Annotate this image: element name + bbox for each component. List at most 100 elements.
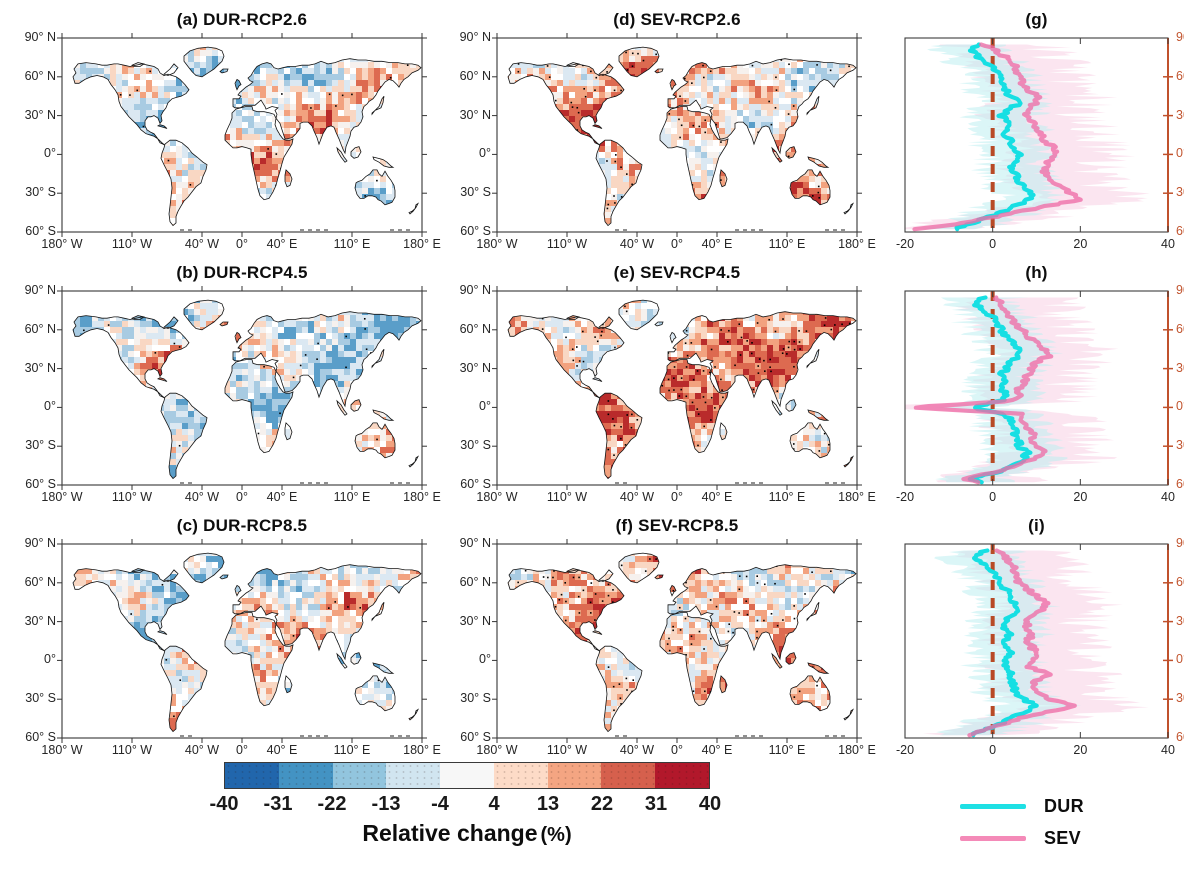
colorbar-tick-label: -40	[209, 793, 239, 815]
zonal-xtick-label: 40	[1161, 743, 1175, 757]
zonal-right-tick-label: 30° N	[1176, 107, 1184, 122]
map-xtick-label: 0°	[671, 743, 683, 757]
panel-title-text: SEV-RCP8.5	[638, 516, 739, 535]
map-ytick-label: 90° N	[459, 30, 491, 44]
colorbar-segment	[332, 763, 387, 788]
zonal-xtick-label: -20	[895, 237, 915, 251]
zonal-right-tick-label: 0°	[1176, 146, 1184, 161]
colorbar-tick-label: -22	[317, 793, 347, 815]
zonal-right-tick-label: 90° N	[1176, 536, 1184, 550]
zonal-plot-svg-g	[904, 37, 1173, 233]
map-xtick-label: 40° W	[619, 237, 655, 251]
world-map-svg-a	[57, 33, 427, 237]
map-xtick-label: 180° E	[838, 743, 876, 757]
map-ytick-label: 0°	[479, 652, 491, 667]
world-map-svg-d	[492, 33, 862, 237]
colorbar-segment	[601, 763, 656, 788]
panel-title-f: (f) SEV-RCP8.5	[497, 516, 857, 536]
map-ytick-label: 60° S	[25, 730, 56, 744]
map-xtick-label: 110° W	[111, 743, 153, 757]
colorbar-caption: Relative change (%)	[224, 820, 710, 847]
panel-tag: (b)	[176, 263, 199, 282]
map-xtick-label: 40° E	[266, 743, 298, 757]
map-ytick-label: 30° N	[24, 613, 56, 628]
panel-title-d: (d) SEV-RCP2.6	[497, 10, 857, 30]
map-xtick-label: 40° E	[701, 743, 733, 757]
map-ytick-label: 0°	[479, 399, 491, 414]
map-ytick-label: 90° N	[24, 30, 56, 44]
map-ytick-label: 30° S	[25, 185, 56, 200]
map-ytick-label: 0°	[479, 146, 491, 161]
map-xtick-label: 0°	[236, 490, 248, 504]
map-ytick-label: 60° N	[24, 321, 56, 336]
zonal-right-tick-label: 30° N	[1176, 613, 1184, 628]
map-ytick-label: 60° S	[25, 477, 56, 491]
zonal-right-tick-label: 60° N	[1176, 321, 1184, 336]
colorbar-segment	[493, 763, 548, 788]
panel-title-a: (a) DUR-RCP2.6	[62, 10, 422, 30]
map-ytick-label: 90° N	[459, 536, 491, 550]
map-xtick-label: 110° W	[546, 743, 588, 757]
panel-title-text: SEV-RCP4.5	[640, 263, 741, 282]
zonal-right-tick-label: 30° S	[1176, 438, 1184, 453]
map-ytick-label: 30° N	[24, 360, 56, 375]
zonal-xtick-label: -20	[895, 743, 915, 757]
zonal-plot-svg-h	[904, 290, 1173, 486]
map-xtick-label: 40° E	[266, 490, 298, 504]
colorbar-caption-text: Relative change	[362, 820, 538, 846]
zonal-right-tick-label: 30° N	[1176, 360, 1184, 375]
colorbar: -40 -31 -22 -13 -4 4 13 22 31 40 Relative change(…	[210, 762, 721, 846]
zonal-xtick-label: 0	[989, 490, 997, 504]
zonal-xtick-label: 20	[1073, 743, 1088, 757]
map-ytick-label: 0°	[44, 652, 56, 667]
map-xtick-label: 110° W	[546, 237, 588, 251]
zonal-plot-svg-i	[904, 543, 1173, 739]
colorbar-tick-label: -4	[431, 793, 449, 815]
colorbar-segment	[440, 763, 494, 788]
zonal-right-tick-label: 60° N	[1176, 574, 1184, 589]
map-ytick-label: 90° N	[24, 283, 56, 297]
zonal-xtick-label: -20	[895, 490, 915, 504]
map-ytick-label: 60° N	[24, 68, 56, 83]
map-xtick-label: 180° W	[41, 743, 83, 757]
legend: DUR SEV	[960, 790, 1084, 854]
map-ytick-label: 30° S	[460, 185, 491, 200]
map-ytick-label: 30° N	[459, 613, 491, 628]
map-xtick-label: 40° W	[184, 237, 220, 251]
map-ytick-label: 90° N	[459, 283, 491, 297]
map-ytick-label: 60° N	[24, 574, 56, 589]
legend-label: SEV	[1044, 827, 1081, 848]
zonal-xtick-label: 40	[1161, 237, 1175, 251]
map-xtick-label: 110° E	[333, 237, 371, 251]
colorbar-segment	[655, 763, 710, 788]
map-ytick-label: 30° S	[460, 691, 491, 706]
map-xtick-label: 0°	[236, 237, 248, 251]
map-xtick-label: 0°	[671, 490, 683, 504]
zonal-right-tick-label: 60° S	[1176, 730, 1184, 744]
map-ytick-label: 60° N	[459, 321, 491, 336]
colorbar-tick-label: -31	[263, 793, 293, 815]
map-ytick-label: 30° N	[459, 360, 491, 375]
colorbar-tick-label: 4	[488, 793, 500, 815]
map-xtick-label: 180° W	[41, 490, 83, 504]
map-xtick-label: 40° W	[184, 743, 220, 757]
panel-title-c: (c) DUR-RCP8.5	[62, 516, 422, 536]
map-ytick-label: 90° N	[24, 536, 56, 550]
map-xtick-label: 40° E	[701, 237, 733, 251]
map-ytick-label: 60° S	[460, 477, 491, 491]
map-xtick-label: 40° W	[619, 743, 655, 757]
map-ytick-label: 30° N	[24, 107, 56, 122]
panel-tag: (f)	[615, 516, 634, 535]
map-xtick-label: 180° W	[41, 237, 83, 251]
colorbar-segment	[278, 763, 333, 788]
map-xtick-label: 0°	[671, 237, 683, 251]
map-ytick-label: 60° S	[460, 730, 491, 744]
zonal-right-tick-label: 60° S	[1176, 224, 1184, 238]
map-xtick-label: 110° E	[768, 490, 806, 504]
panel-title-text: SEV-RCP2.6	[640, 10, 741, 29]
map-xtick-label: 180° E	[838, 237, 876, 251]
panel-title-h: (h)	[1025, 263, 1048, 282]
map-xtick-label: 40° E	[701, 490, 733, 504]
map-xtick-label: 110° E	[333, 743, 371, 757]
colorbar-tick-label: -13	[371, 793, 401, 815]
